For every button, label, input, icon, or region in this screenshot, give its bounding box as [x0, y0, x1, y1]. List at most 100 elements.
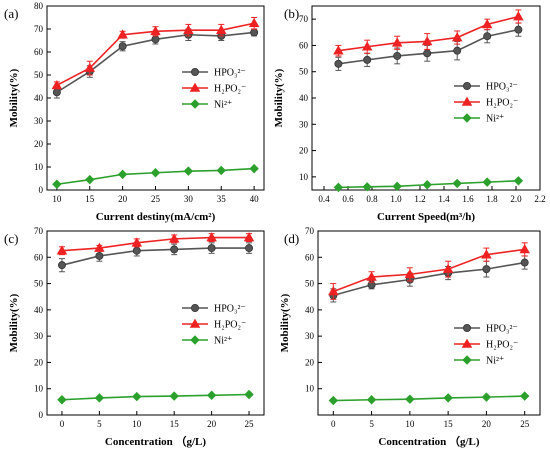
legend-label: H₂PO₂⁻ — [214, 320, 246, 331]
x-tick-label: 20 — [207, 419, 217, 429]
data-point — [366, 271, 377, 281]
data-point — [84, 62, 96, 72]
y-tick-label: 20 — [34, 139, 44, 149]
legend-entry: H₂PO₂⁻ — [182, 318, 246, 331]
x-tick-label: 0 — [331, 419, 336, 429]
y-tick-label: 10 — [305, 384, 315, 394]
legend-entry: Ni²⁺ — [182, 335, 232, 347]
y-tick-label: 50 — [299, 67, 309, 77]
data-point — [206, 232, 217, 242]
data-point — [250, 28, 259, 37]
data-point — [328, 395, 339, 406]
legend-label: HPO₃²⁻ — [214, 304, 246, 315]
x-tick-label: 0 — [60, 419, 65, 429]
legend-label: HPO₃²⁻ — [486, 82, 518, 93]
data-point — [422, 180, 432, 190]
legend-marker — [461, 338, 473, 348]
x-tick-label: 40 — [250, 194, 260, 204]
x-tick-label: 10 — [52, 194, 62, 204]
x-tick-label: 35 — [217, 194, 227, 204]
data-point — [514, 25, 523, 34]
series-line — [333, 395, 525, 402]
y-tick-label: 20 — [299, 146, 309, 156]
x-axis-label: Current destiny(mA/cm²) — [96, 211, 216, 223]
y-tick-label: 20 — [34, 357, 44, 367]
x-tick-label: 1.8 — [486, 194, 498, 204]
data-point — [443, 393, 453, 403]
series-2 — [57, 389, 254, 405]
legend-entry: Ni²⁺ — [182, 99, 232, 111]
x-axis-label: Current Speed(m³/h) — [377, 211, 475, 223]
panel-label: (c) — [4, 231, 18, 246]
data-point — [95, 251, 104, 260]
data-point — [150, 25, 161, 36]
y-tick-label: 10 — [34, 162, 44, 172]
x-tick-label: 1.4 — [438, 194, 450, 204]
y-axis-label: Mobility(%) — [279, 293, 291, 352]
data-point — [520, 258, 529, 267]
y-tick-label: 60 — [34, 252, 44, 262]
data-point — [170, 245, 179, 254]
legend-entry: H₂PO₂⁻ — [454, 338, 518, 351]
data-point — [453, 46, 462, 55]
data-point — [393, 51, 402, 60]
data-point — [423, 49, 432, 58]
x-tick-label: 0.6 — [342, 194, 354, 204]
data-point — [519, 391, 530, 401]
legend-label: Ni²⁺ — [214, 100, 232, 111]
legend-marker — [190, 99, 200, 109]
data-point — [206, 390, 217, 400]
data-point — [519, 243, 530, 254]
y-tick-label: 70 — [299, 14, 309, 24]
data-point — [94, 393, 105, 403]
plot-frame — [317, 230, 541, 416]
legend-marker — [189, 318, 201, 328]
panel-d: 0 5 10 15 20 25 10 20 30 40 50 60 70 Concentration （g… — [279, 226, 541, 448]
y-tick-label: 10 — [34, 384, 44, 394]
y-tick-label: 50 — [34, 70, 44, 80]
x-tick-label: 2.0 — [510, 194, 522, 204]
data-point — [132, 246, 141, 255]
data-point — [333, 182, 344, 193]
y-axis-label: Mobility(%) — [8, 293, 20, 352]
data-point — [421, 36, 433, 46]
series-line — [61, 393, 250, 401]
data-point — [168, 233, 180, 243]
y-axis-label: Mobility(%) — [273, 68, 285, 127]
legend-label: H₂PO₂⁻ — [486, 340, 518, 351]
legend-entry: H₂PO₂⁻ — [182, 82, 246, 95]
legend-marker — [461, 96, 473, 106]
y-tick-label: 20 — [305, 357, 315, 367]
y-tick-label: 70 — [34, 24, 44, 34]
series-line — [333, 261, 525, 297]
data-point — [482, 265, 491, 274]
panel-c: 0 5 10 15 20 25 0 10 20 30 40 50 60 70 Concentration （… — [4, 226, 265, 448]
panel-label: (a) — [4, 6, 18, 21]
data-point — [361, 41, 373, 51]
data-point — [151, 35, 160, 44]
data-point — [442, 263, 454, 273]
x-tick-label: 10 — [132, 419, 142, 429]
data-point — [481, 249, 492, 259]
data-point — [482, 177, 492, 187]
x-tick-label: 5 — [369, 419, 374, 429]
y-tick-label: 60 — [34, 47, 44, 57]
y-tick-label: 40 — [34, 93, 44, 103]
data-point — [333, 45, 344, 55]
x-tick-label: 15 — [170, 419, 180, 429]
data-point — [183, 24, 194, 34]
series-1 — [328, 242, 530, 300]
data-point — [117, 169, 128, 180]
y-tick-label: 40 — [305, 305, 315, 315]
series-line — [333, 248, 525, 293]
data-point — [57, 261, 66, 270]
data-point — [51, 79, 63, 90]
data-point — [117, 29, 128, 39]
x-tick-label: 10 — [405, 419, 415, 429]
legend-entry: H₂PO₂⁻ — [454, 96, 518, 109]
legend-label: H₂PO₂⁻ — [214, 84, 246, 95]
x-tick-label: 20 — [482, 419, 492, 429]
data-point — [245, 244, 254, 253]
series-2 — [328, 391, 530, 406]
